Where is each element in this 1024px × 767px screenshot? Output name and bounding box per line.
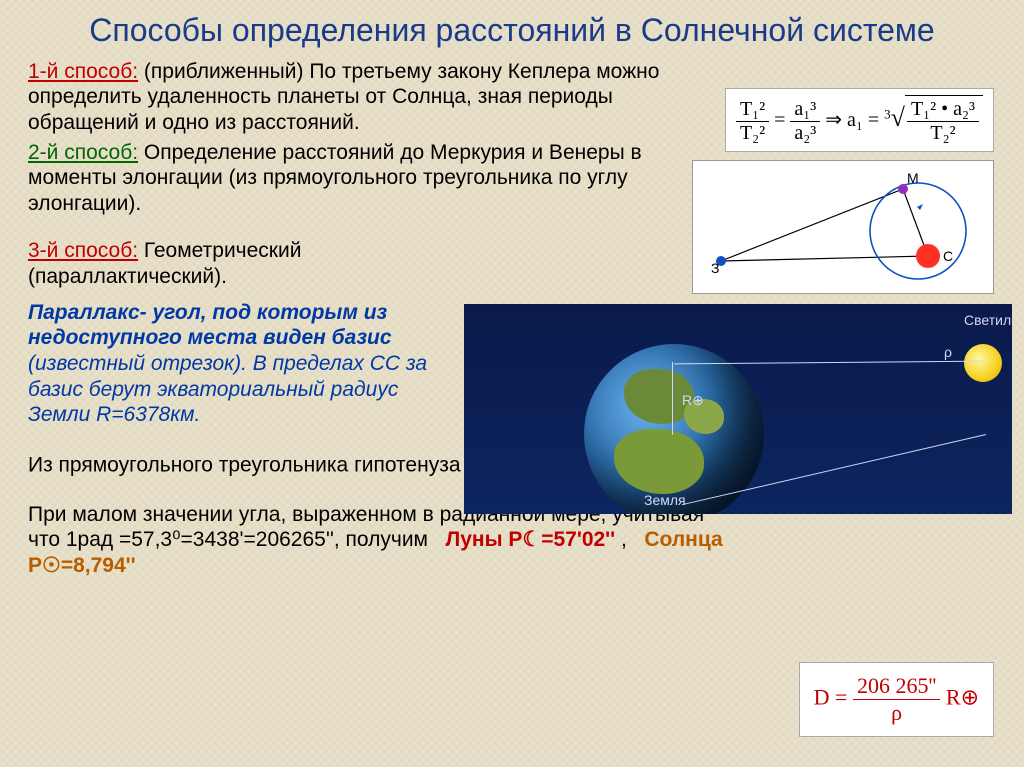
label-m: М (907, 170, 919, 186)
kepler-formula: T₁²T₂² = a₁³a₂³ ⇒ a₁ = 3√T₁² • a₂³T₂² (725, 88, 994, 152)
method3-text: 3-й способ: Геометрический (параллактиче… (28, 238, 478, 289)
formula-d2: D = 206 265''ρ R⊕ (799, 662, 994, 737)
method2-text: 2-й способ: Определение расстояний до Ме… (28, 140, 688, 217)
earth-label: Земля (644, 492, 686, 508)
page-title: Способы определения расстояний в Солнечн… (0, 0, 1024, 55)
orbit-diagram: З М С (692, 160, 994, 294)
label-c: С (943, 248, 953, 264)
moon-parallax: Луны Р☾=57'02'' (446, 528, 616, 551)
r-label: R⊕ (682, 392, 704, 409)
method1-text: 1-й способ: (приближенный) По третьему з… (28, 59, 688, 136)
label-z: З (711, 260, 719, 276)
sun-icon (964, 344, 1002, 382)
earth-icon (584, 344, 764, 514)
rho-label: ρ (944, 344, 952, 360)
star-label: Светило (964, 312, 1012, 328)
parallax-diagram: ρ R⊕ Светило Земля (464, 304, 1012, 514)
parallax-definition: Параллакс- угол, под которым из недоступ… (28, 300, 458, 428)
